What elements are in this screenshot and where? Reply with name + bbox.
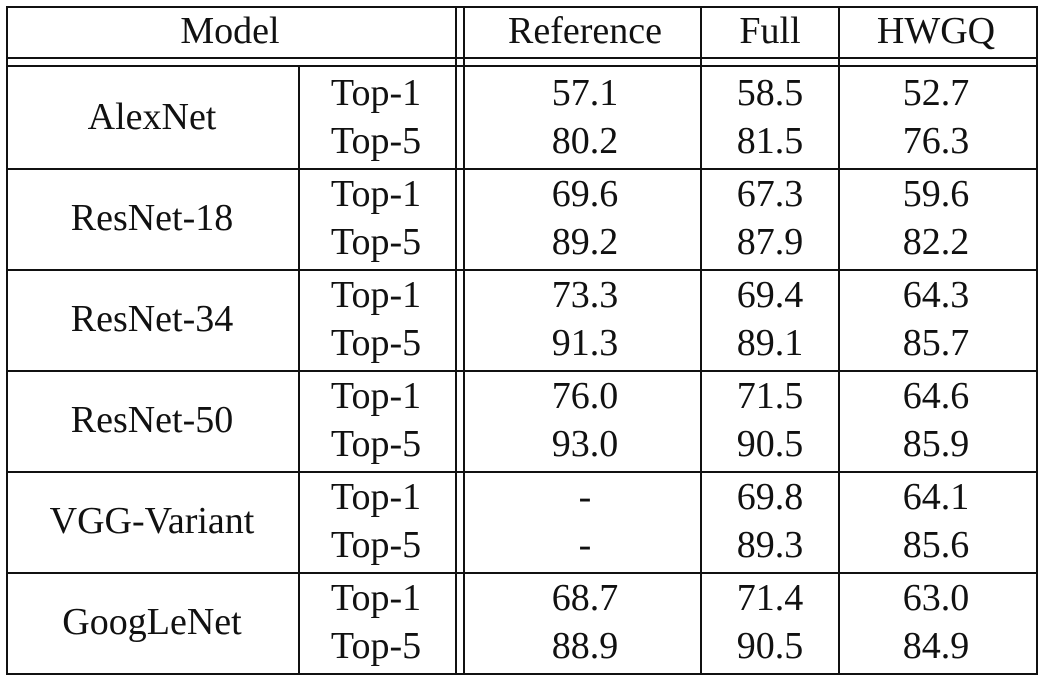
value-cell: 73.3 (551, 274, 619, 316)
value-cell: 85.6 (902, 524, 970, 566)
value-cell: 57.1 (551, 72, 619, 114)
metric-label: Top-1 (330, 476, 422, 518)
model-name: ResNet-50 (70, 399, 234, 441)
value-cell: 89.1 (736, 322, 804, 364)
metric-label: Top-1 (330, 173, 422, 215)
value-cell: 71.4 (736, 577, 804, 619)
value-cell: 89.2 (551, 221, 619, 263)
value-cell: 59.6 (902, 173, 970, 215)
model-name: GoogLeNet (62, 601, 242, 643)
rule (6, 269, 1038, 271)
model-name: VGG-Variant (49, 500, 255, 542)
rule (455, 6, 457, 675)
value-cell: 89.3 (736, 524, 804, 566)
metric-label: Top-5 (330, 524, 422, 566)
value-cell: 64.1 (902, 476, 970, 518)
value-cell: - (578, 476, 592, 518)
value-cell: 64.6 (902, 375, 970, 417)
metric-label: Top-5 (330, 221, 422, 263)
value-cell: 69.4 (736, 274, 804, 316)
value-cell: 88.9 (551, 625, 619, 667)
rule (700, 6, 702, 675)
rule (6, 471, 1038, 473)
value-cell: 69.8 (736, 476, 804, 518)
value-cell: 87.9 (736, 221, 804, 263)
rule (1036, 6, 1038, 675)
rule (6, 572, 1038, 574)
metric-label: Top-1 (330, 274, 422, 316)
metric-label: Top-5 (330, 322, 422, 364)
value-cell: 69.6 (551, 173, 619, 215)
rule (6, 370, 1038, 372)
rule (6, 57, 1038, 59)
value-cell: 80.2 (551, 120, 619, 162)
rule (463, 6, 465, 675)
value-cell: - (578, 524, 592, 566)
header-cell: Full (739, 10, 801, 52)
value-cell: 90.5 (736, 625, 804, 667)
value-cell: 82.2 (902, 221, 970, 263)
model-name: ResNet-18 (70, 197, 234, 239)
value-cell: 76.0 (551, 375, 619, 417)
metric-label: Top-1 (330, 72, 422, 114)
rule (6, 673, 1038, 675)
value-cell: 68.7 (551, 577, 619, 619)
value-cell: 85.7 (902, 322, 970, 364)
value-cell: 91.3 (551, 322, 619, 364)
rule (838, 6, 840, 675)
value-cell: 84.9 (902, 625, 970, 667)
header-cell: Reference (508, 10, 662, 52)
value-cell: 52.7 (902, 72, 970, 114)
value-cell: 58.5 (736, 72, 804, 114)
metric-label: Top-1 (330, 375, 422, 417)
value-cell: 67.3 (736, 173, 804, 215)
value-cell: 90.5 (736, 423, 804, 465)
header-cell: Model (180, 10, 280, 52)
value-cell: 63.0 (902, 577, 970, 619)
value-cell: 71.5 (736, 375, 804, 417)
metric-label: Top-5 (330, 625, 422, 667)
rule (6, 6, 8, 675)
model-name: ResNet-34 (70, 298, 234, 340)
value-cell: 93.0 (551, 423, 619, 465)
value-cell: 76.3 (902, 120, 970, 162)
metric-label: Top-1 (330, 577, 422, 619)
header-cell: HWGQ (876, 10, 996, 52)
rule (6, 6, 1038, 8)
value-cell: 81.5 (736, 120, 804, 162)
metric-label: Top-5 (330, 120, 422, 162)
value-cell: 85.9 (902, 423, 970, 465)
rule (6, 168, 1038, 170)
model-name: AlexNet (87, 96, 217, 138)
metric-label: Top-5 (330, 423, 422, 465)
rule (6, 65, 1038, 67)
value-cell: 64.3 (902, 274, 970, 316)
